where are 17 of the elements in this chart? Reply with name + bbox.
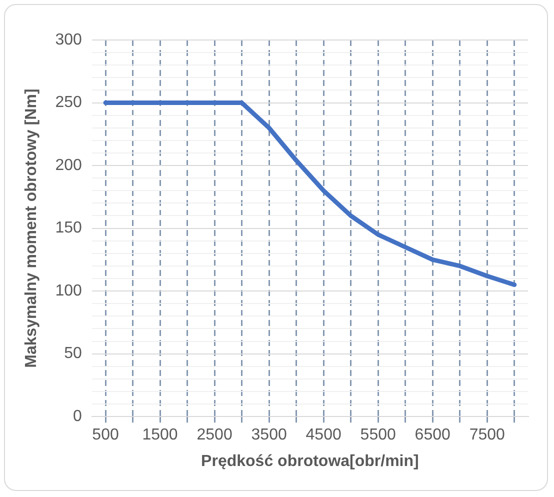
x-tick-label: 4500 xyxy=(306,426,342,444)
x-tick-label: 500 xyxy=(92,426,119,444)
y-tick-label: 150 xyxy=(55,220,82,237)
x-tick-label: 1500 xyxy=(142,426,178,444)
y-tick-label: 0 xyxy=(72,408,82,426)
y-tick-label: 50 xyxy=(64,345,82,362)
x-tick-label: 7500 xyxy=(469,426,506,444)
y-tick-label: 100 xyxy=(55,282,82,300)
x-tick-label: 2500 xyxy=(196,426,232,444)
y-tick-label: 300 xyxy=(55,31,82,48)
y-tick-label: 250 xyxy=(55,94,82,112)
y-tick-label: 200 xyxy=(55,156,82,174)
x-tick-label: 6500 xyxy=(414,426,450,444)
x-tick-label: 5500 xyxy=(360,426,396,444)
y-axis-title: Maksymalny moment obrotowy [Nm] xyxy=(23,88,40,368)
x-axis-title: Prędkość obrotowa[obr/min] xyxy=(201,452,419,470)
x-tick-label: 3500 xyxy=(251,426,287,444)
